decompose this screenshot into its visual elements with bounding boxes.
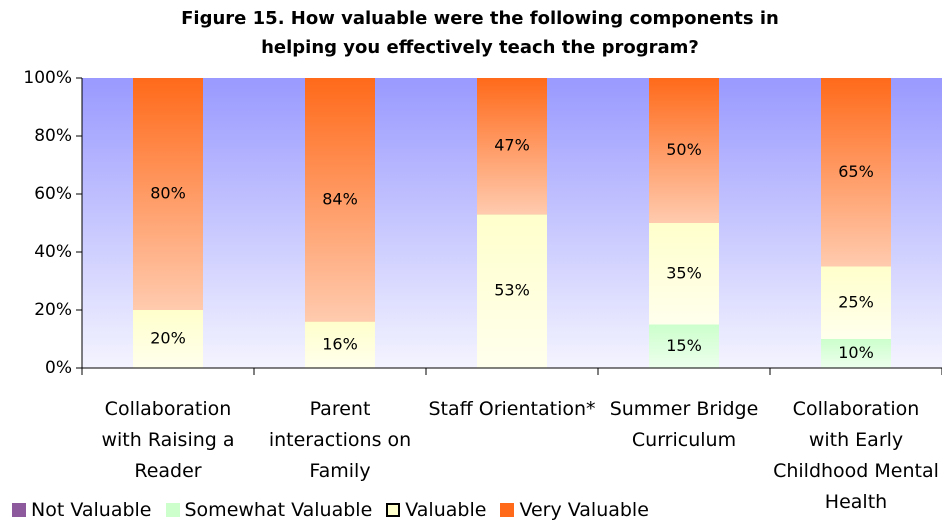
bar-sheen xyxy=(133,78,203,310)
legend-swatch xyxy=(386,503,401,517)
chart-title: Figure 15. How valuable were the followi… xyxy=(181,8,779,58)
bar-sheen xyxy=(305,321,375,368)
legend-item: Not Valuable xyxy=(12,497,152,523)
value-label: 50% xyxy=(666,140,702,159)
bar-sheen xyxy=(649,223,719,325)
y-tick-label: 60% xyxy=(34,184,72,204)
legend-label: Very Valuable xyxy=(519,499,649,521)
x-tick-label: Parent interactions on Family xyxy=(268,398,412,482)
x-tick-label: Collaboration with Raising a Reader xyxy=(101,398,235,482)
value-label: 15% xyxy=(666,336,702,355)
value-label: 65% xyxy=(838,162,874,181)
legend-item: Valuable xyxy=(386,497,486,523)
bar-sheen xyxy=(305,78,375,322)
value-label: 80% xyxy=(150,184,186,203)
y-tick-label: 40% xyxy=(34,242,72,262)
value-label: 53% xyxy=(494,281,530,300)
bar-sheen xyxy=(649,324,719,368)
value-label: 16% xyxy=(322,334,358,353)
legend-item: Very Valuable xyxy=(500,497,649,523)
legend-label: Not Valuable xyxy=(31,499,152,521)
value-label: 35% xyxy=(666,263,702,282)
y-tick-label: 20% xyxy=(34,300,72,320)
bar-sheen xyxy=(477,214,547,368)
x-tick-label: Summer Bridge Curriculum xyxy=(609,398,759,451)
y-tick-label: 0% xyxy=(45,358,72,378)
x-tick-label: Staff Orientation* xyxy=(428,398,596,420)
value-label: 20% xyxy=(150,329,186,348)
y-tick-label: 100% xyxy=(23,68,72,88)
value-label: 25% xyxy=(838,292,874,311)
legend: Not Valuable Somewhat Valuable Valuable Ver… xyxy=(12,497,663,523)
x-tick-label: Collaboration with Early Childhood Menta… xyxy=(773,398,939,513)
value-label: 84% xyxy=(322,189,358,208)
bar-sheen xyxy=(477,78,547,215)
bar-sheen xyxy=(649,78,719,223)
y-tick-label: 80% xyxy=(34,126,72,146)
legend-swatch xyxy=(165,503,180,517)
legend-label: Valuable xyxy=(405,499,487,521)
legend-swatch xyxy=(12,503,26,517)
value-label: 47% xyxy=(494,136,530,155)
legend-label: Somewhat Valuable xyxy=(184,499,373,521)
value-label: 10% xyxy=(838,343,874,362)
legend-swatch xyxy=(500,503,515,517)
legend-item: Somewhat Valuable xyxy=(165,497,373,523)
bar-sheen xyxy=(821,339,891,368)
bar-sheen xyxy=(821,266,891,339)
bar-sheen xyxy=(821,78,891,267)
bar-sheen xyxy=(133,310,203,368)
